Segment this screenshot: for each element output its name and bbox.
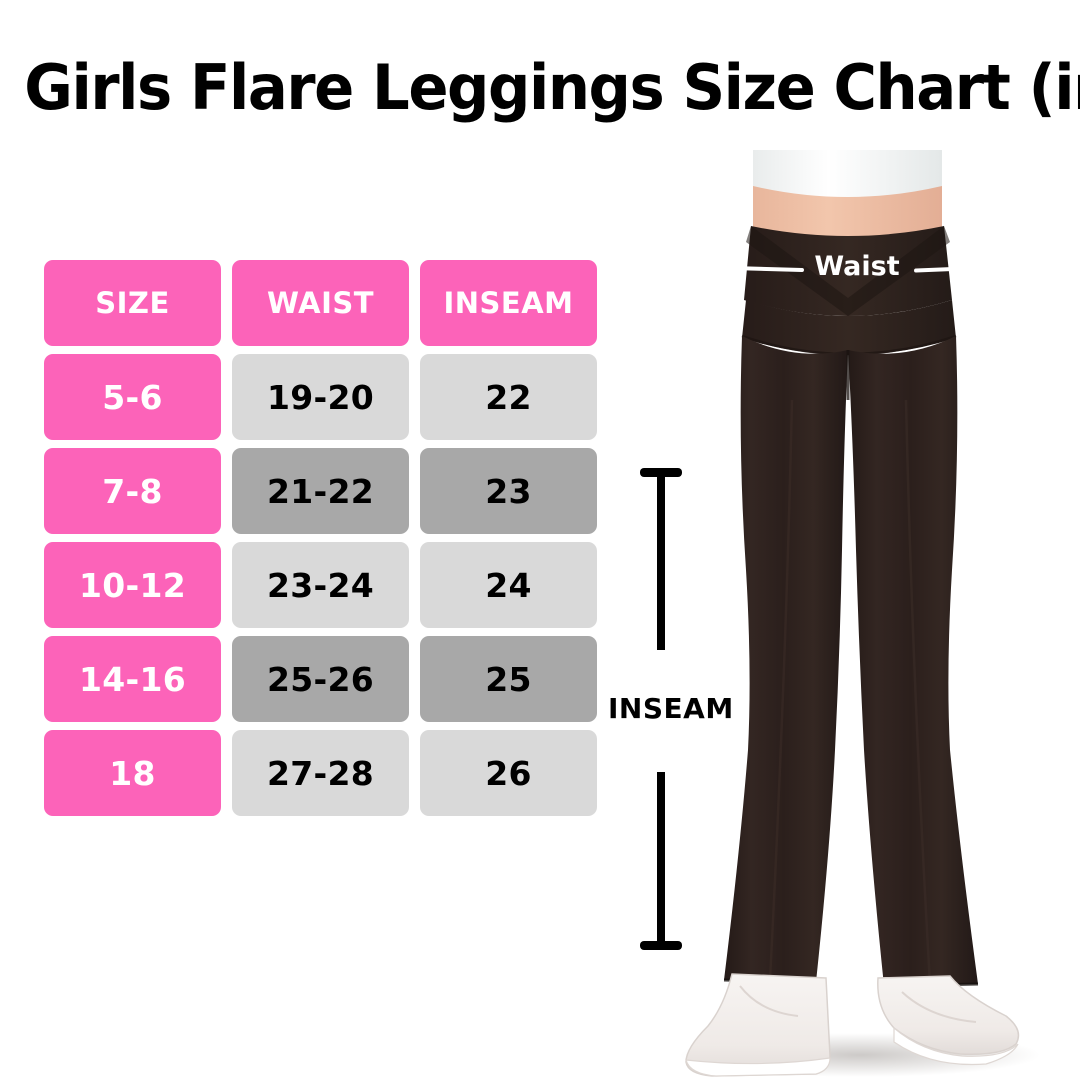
table-row: 14-16 — [44, 636, 221, 722]
product-photo-flare-leggings — [620, 150, 1080, 1080]
inseam-cap-top-icon — [640, 468, 682, 477]
table-row: 21-22 — [232, 448, 409, 534]
inseam-label: INSEAM — [608, 692, 734, 725]
table-row: 26 — [420, 730, 597, 816]
inseam-line-lower-icon — [657, 772, 665, 946]
inseam-callout: INSEAM — [600, 460, 740, 960]
table-header-size: SIZE — [44, 260, 221, 346]
table-row: 19-20 — [232, 354, 409, 440]
midriff — [753, 186, 942, 238]
waistband — [741, 226, 957, 356]
table-row: 5-6 — [44, 354, 221, 440]
waist-callout: Waist — [729, 248, 993, 286]
table-row: 7-8 — [44, 448, 221, 534]
table-row: 23-24 — [232, 542, 409, 628]
table-row: 25 — [420, 636, 597, 722]
page-title: Girls Flare Leggings Size Chart (in) — [24, 51, 1080, 124]
table-row: 18 — [44, 730, 221, 816]
table-row: 23 — [420, 448, 597, 534]
table-header-waist: WAIST — [232, 260, 409, 346]
table-row: 24 — [420, 542, 597, 628]
crop-top — [753, 150, 942, 199]
table-row: 22 — [420, 354, 597, 440]
table-header-inseam: INSEAM — [420, 260, 597, 346]
table-row: 27-28 — [232, 730, 409, 816]
table-row: 10-12 — [44, 542, 221, 628]
inseam-cap-bottom-icon — [640, 941, 682, 950]
flare-leggings-legs — [723, 336, 979, 988]
size-chart-table: SIZE WAIST INSEAM 5-6 19-20 22 7-8 21-22… — [44, 260, 597, 816]
sneakers — [685, 973, 1020, 1077]
inseam-line-upper-icon — [657, 474, 665, 650]
waist-label: Waist — [814, 251, 900, 282]
table-row: 25-26 — [232, 636, 409, 722]
